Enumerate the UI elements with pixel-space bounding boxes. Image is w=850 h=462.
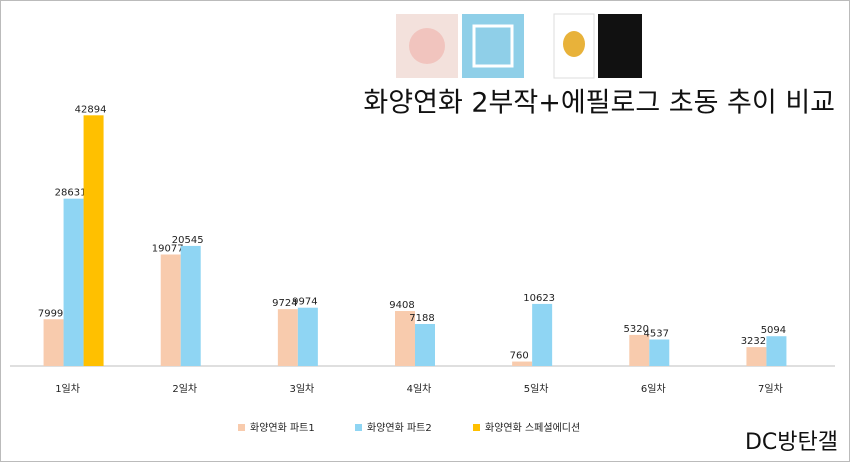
- album-covers: [396, 13, 642, 79]
- cover-1-art: [409, 28, 445, 64]
- data-label: 7999: [38, 308, 63, 319]
- data-label: 20545: [172, 235, 204, 246]
- bar: [160, 254, 181, 366]
- bar: [415, 323, 435, 366]
- data-label: 4537: [644, 328, 669, 339]
- bar: [649, 339, 670, 366]
- x-tick-label: 6일차: [641, 383, 666, 395]
- legend-label: 화양연화 파트1: [250, 422, 315, 434]
- data-label: 9974: [292, 297, 317, 308]
- legend-label: 화양연화 스페셜에디션: [485, 422, 580, 434]
- data-label: 19077: [152, 244, 184, 255]
- watermark: DC방탄갤: [745, 430, 838, 455]
- chart-title: 화양연화 2부작+에필로그 초동 추이 비교: [363, 88, 835, 119]
- bar: [43, 319, 64, 366]
- cover-2: [462, 14, 524, 78]
- bar: [180, 245, 201, 366]
- legend-swatch: [238, 424, 245, 431]
- legend-swatch: [473, 424, 480, 431]
- data-label: 5320: [624, 324, 649, 335]
- data-label: 5094: [761, 325, 786, 336]
- data-label: 9724: [272, 298, 297, 309]
- bar: [277, 309, 298, 366]
- x-tick-label: 2일차: [172, 383, 197, 395]
- data-label: 9408: [389, 300, 414, 311]
- x-tick-label: 7일차: [758, 383, 783, 395]
- data-label: 3232: [741, 336, 766, 347]
- bar: [766, 336, 787, 366]
- data-label: 42894: [75, 104, 107, 115]
- data-label: 760: [510, 351, 529, 362]
- bar: [512, 361, 533, 366]
- bar: [532, 303, 553, 366]
- cover-4: [598, 14, 642, 78]
- legend-label: 화양연화 파트2: [367, 422, 432, 434]
- bar: [746, 347, 767, 366]
- x-tick-label: 5일차: [524, 383, 549, 395]
- cover-3-art: [563, 31, 585, 57]
- bar: [83, 115, 104, 366]
- data-label: 7188: [409, 313, 434, 324]
- bar: [63, 198, 84, 366]
- cover-2-art: [472, 24, 514, 68]
- legend-swatch: [355, 424, 362, 431]
- x-tick-label: 4일차: [407, 383, 432, 395]
- data-label: 10623: [523, 293, 555, 304]
- bar: [297, 307, 318, 366]
- x-tick-label: 1일차: [55, 383, 80, 395]
- x-tick-label: 3일차: [289, 383, 314, 395]
- bar: [629, 334, 650, 366]
- data-label: 28631: [55, 188, 87, 199]
- bar: [395, 311, 415, 366]
